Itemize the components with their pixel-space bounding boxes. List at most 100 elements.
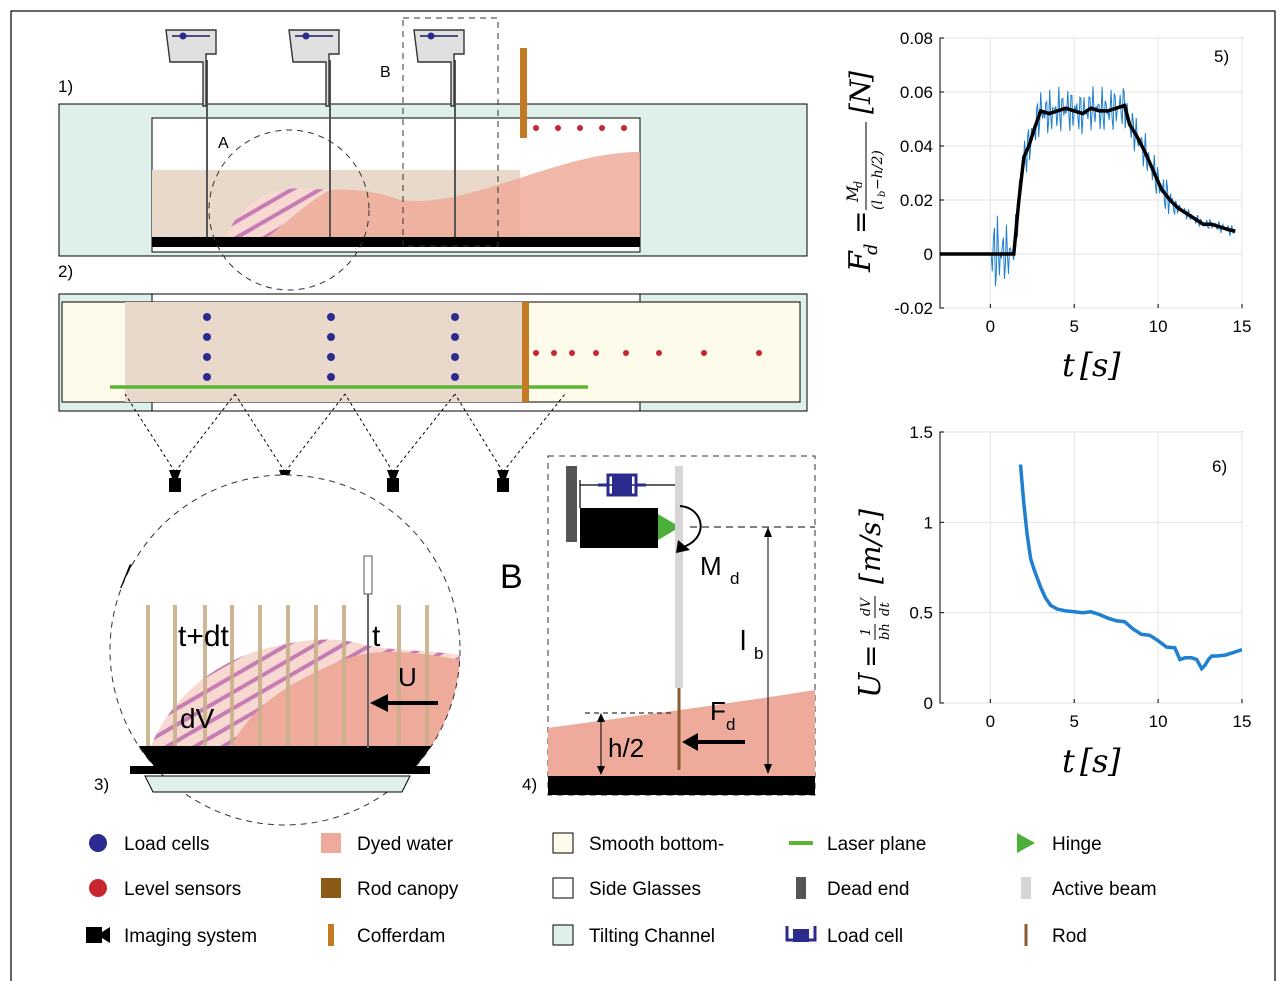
detail-b-title: B: [500, 558, 523, 596]
svg-text:[: [: [1080, 742, 1093, 780]
legend-item-cofferdam: Cofferdam: [328, 924, 445, 947]
svg-text:]: ]: [1107, 346, 1121, 384]
legend-label-dead-end: Dead end: [827, 879, 909, 900]
smooth-bottom-icon: [552, 832, 574, 854]
chart-force-ticks: 0 5 10 15 -0.02 0 0.02 0.04 0.06 0.08: [894, 29, 1251, 336]
legend-item-side-glasses: Side Glasses: [552, 877, 701, 900]
chart-velocity-ylabel: U = 1 bh dV dt [ m/s ]: [853, 509, 893, 698]
panel-label-2: 2): [58, 262, 73, 281]
chart-force-axes: [939, 37, 1243, 309]
svg-text:dV: dV: [859, 597, 874, 616]
chart-force-ytick-label: 0.02: [900, 191, 933, 210]
cofferdam-top: [522, 302, 529, 402]
laser-plane-icon: [789, 841, 813, 845]
label-m: M: [700, 551, 722, 581]
legend-label-rod: Rod: [1052, 926, 1087, 947]
chart-force-ylabel: F d = M d (l b −h/2) [ N ]: [843, 71, 888, 273]
chart-force-ytick-label: 0.04: [900, 137, 933, 156]
chart-force-ytick-label: -0.02: [894, 299, 933, 318]
legend-item-load-cell: Load cell: [785, 926, 903, 947]
legend-item-active-beam: Active beam: [1021, 877, 1157, 900]
bottom-plate-detail: [130, 766, 430, 774]
legend-label-tilting-channel: Tilting Channel: [589, 926, 715, 947]
svg-text:M: M: [843, 185, 862, 203]
camera-fov-lines: [124, 393, 566, 473]
chart-velocity-xlabel: t [ s ]: [1062, 742, 1121, 780]
chart-velocity-ytick-label: 0: [924, 694, 933, 713]
svg-text:1: 1: [859, 628, 874, 636]
chart-force-ytick-label: 0.06: [900, 83, 933, 102]
detail-b-marker: [402, 17, 499, 247]
moment-arrowhead: [676, 540, 690, 553]
svg-text:]: ]: [1107, 742, 1121, 780]
level-sensor: [599, 125, 605, 131]
label-u: U: [398, 662, 417, 692]
legend-item-dyed-water: Dyed water: [321, 833, 454, 855]
chart-velocity-ytick-label: 0.5: [909, 604, 933, 623]
level-sensor: [577, 125, 583, 131]
legend-label-load-cells: Load cells: [124, 834, 210, 855]
chart-force-xtick-label: 10: [1149, 317, 1168, 336]
svg-text:N: N: [844, 78, 877, 105]
hinge-icon: [1017, 833, 1035, 853]
svg-text:(l: (l: [870, 200, 886, 210]
canopy-rods-detail: [146, 605, 429, 748]
level-sensors-top: [533, 350, 762, 356]
svg-text:]: ]: [844, 71, 877, 83]
series-velocity: [1018, 464, 1242, 672]
level-sensor: [555, 125, 561, 131]
outer-frame: [10, 10, 1276, 981]
panel-label-5: 5): [1214, 47, 1229, 66]
hinge: [658, 514, 680, 540]
svg-text:U: U: [853, 671, 888, 698]
velocity-arrowhead: [370, 694, 388, 712]
series-mean-force: [940, 103, 1236, 256]
legend-item-load-cells: Load cells: [89, 834, 210, 855]
dyed-water-b: [548, 690, 815, 778]
dyed-water-wave: [225, 152, 640, 239]
chart-velocity-xtick-label: 15: [1233, 712, 1252, 731]
panel-label-6: 6): [1212, 457, 1227, 476]
svg-text:[: [: [844, 102, 877, 114]
svg-text:F: F: [843, 250, 878, 273]
svg-text:m/s: m/s: [854, 522, 887, 572]
chart-force: 0 5 10 15 -0.02 0 0.02 0.04 0.06 0.08 5) F d = M …: [843, 29, 1251, 384]
legend-item-smooth-bottom: Smooth bottom-: [552, 832, 724, 855]
chart-force-xlabel: t [ s ]: [1062, 346, 1121, 384]
legend-item-laser-plane: Laser plane: [789, 834, 926, 855]
svg-text:−h/2): −h/2): [870, 150, 886, 190]
legend-item-dead-end: Dead end: [796, 877, 909, 900]
svg-text:s: s: [1092, 346, 1108, 384]
chart-force-ytick-label: 0: [924, 245, 933, 264]
dyed-water-icon: [321, 833, 341, 853]
legend-item-hinge: Hinge: [1017, 833, 1102, 855]
chart-force-xtick-label: 15: [1233, 317, 1252, 336]
panel-label-4: 4): [522, 775, 537, 794]
level-sensor: [533, 125, 539, 131]
side-glasses-icon: [552, 877, 574, 899]
cofferdam-side: [520, 48, 527, 138]
active-beam: [675, 466, 683, 688]
load-cell-housing-2: [288, 29, 340, 107]
beam-block: [580, 508, 658, 548]
svg-text:b: b: [877, 191, 888, 197]
legend-label-load-cell: Load cell: [827, 926, 903, 947]
label-l-sub: b: [754, 644, 763, 663]
label-t-dt: t+dt: [178, 620, 230, 653]
cofferdam-icon: [328, 924, 334, 946]
rod-canopy-icon: [321, 878, 341, 898]
level-sensors-icon: [89, 879, 107, 897]
svg-text:bh: bh: [878, 623, 893, 640]
tilting-channel-icon: [552, 924, 574, 946]
legend-item-level-sensors: Level sensors: [89, 879, 241, 900]
panel-label-3: 3): [94, 775, 109, 794]
moment-arc: [679, 505, 702, 549]
label-t: t: [372, 620, 381, 653]
legend-item-rod: Rod: [1024, 924, 1087, 947]
chart-force-xtick-label: 0: [986, 317, 995, 336]
legend-label-smooth-bottom: Smooth bottom-: [589, 834, 724, 855]
imaging-system-icon: [86, 927, 110, 943]
dead-end-icon: [796, 877, 806, 899]
channel-base-detail: [144, 775, 411, 793]
